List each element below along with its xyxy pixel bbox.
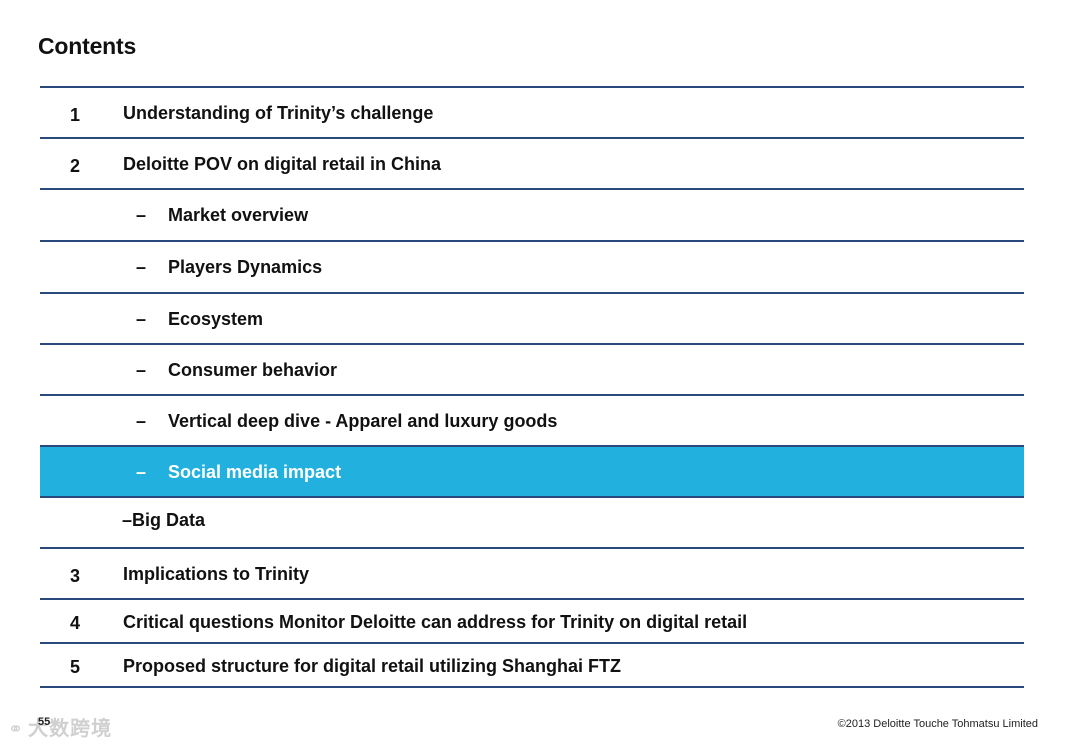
toc-item-5[interactable]: 5 Proposed structure for digital retail … — [40, 644, 1024, 686]
toc-sublabel: Players Dynamics — [168, 257, 323, 277]
toc-subitem-big-data[interactable]: –Big Data — [40, 498, 1024, 547]
divider — [40, 496, 1024, 498]
page-title: Contents — [38, 33, 137, 59]
toc-sublabel: Market overview — [168, 205, 309, 225]
toc-subitem-vertical-deep-dive[interactable]: – Vertical deep dive - Apparel and luxur… — [40, 396, 1024, 445]
divider — [40, 343, 1024, 345]
divider — [40, 598, 1024, 600]
watermark: ⚭ 大数跨境 — [8, 712, 112, 741]
toc-label: Proposed structure for digital retail ut… — [123, 656, 622, 676]
toc-sublabel: Social media impact — [168, 462, 342, 482]
toc-sublabel: Ecosystem — [168, 309, 264, 329]
toc-subitem-market-overview[interactable]: – Market overview — [40, 190, 1024, 240]
divider — [40, 642, 1024, 644]
toc-subitem-social-media-impact[interactable]: – Social media impact — [40, 447, 1024, 496]
dash-bullet: – — [136, 462, 147, 482]
toc-sublabel: –Big Data — [122, 510, 206, 530]
copyright: ©2013 Deloitte Touche Tohmatsu Limited — [837, 718, 1038, 730]
dash-bullet: – — [136, 411, 147, 431]
watermark-text: 大数跨境 — [28, 718, 113, 740]
toc-subitem-consumer-behavior[interactable]: – Consumer behavior — [40, 345, 1024, 394]
toc-item-1[interactable]: 1 Understanding of Trinity’s challenge — [40, 88, 1024, 137]
toc-number: 3 — [70, 566, 81, 586]
toc-number: 4 — [70, 613, 81, 633]
divider — [40, 86, 1024, 88]
toc-item-4[interactable]: 4 Critical questions Monitor Deloitte ca… — [40, 600, 1024, 642]
divider — [40, 188, 1024, 190]
toc-subitem-ecosystem[interactable]: – Ecosystem — [40, 294, 1024, 343]
toc-number: 5 — [70, 657, 81, 677]
divider — [40, 445, 1024, 447]
dash-bullet: – — [136, 257, 147, 277]
toc-label: Deloitte POV on digital retail in China — [123, 154, 442, 174]
page-number: 55 — [38, 716, 51, 728]
divider — [40, 137, 1024, 139]
toc-label: Critical questions Monitor Deloitte can … — [123, 612, 748, 632]
divider — [40, 547, 1024, 549]
toc-subitem-players-dynamics[interactable]: – Players Dynamics — [40, 242, 1024, 292]
watermark-logo-icon: ⚭ — [8, 719, 25, 739]
toc-sublabel: Consumer behavior — [168, 360, 338, 380]
divider — [40, 240, 1024, 242]
dash-bullet: – — [136, 309, 147, 329]
dash-bullet: – — [136, 360, 147, 380]
toc-number: 2 — [70, 156, 81, 176]
toc-label: Understanding of Trinity’s challenge — [123, 103, 434, 123]
divider — [40, 292, 1024, 294]
toc-item-2[interactable]: 2 Deloitte POV on digital retail in Chin… — [40, 139, 1024, 188]
toc-number: 1 — [70, 105, 81, 125]
contents-list: 1 Understanding of Trinity’s challenge 2… — [40, 86, 1024, 688]
toc-sublabel: Vertical deep dive - Apparel and luxury … — [168, 411, 558, 431]
toc-label: Implications to Trinity — [123, 564, 310, 584]
divider — [40, 394, 1024, 396]
toc-item-3[interactable]: 3 Implications to Trinity — [40, 549, 1024, 598]
divider — [40, 686, 1024, 688]
dash-bullet: – — [136, 205, 147, 225]
